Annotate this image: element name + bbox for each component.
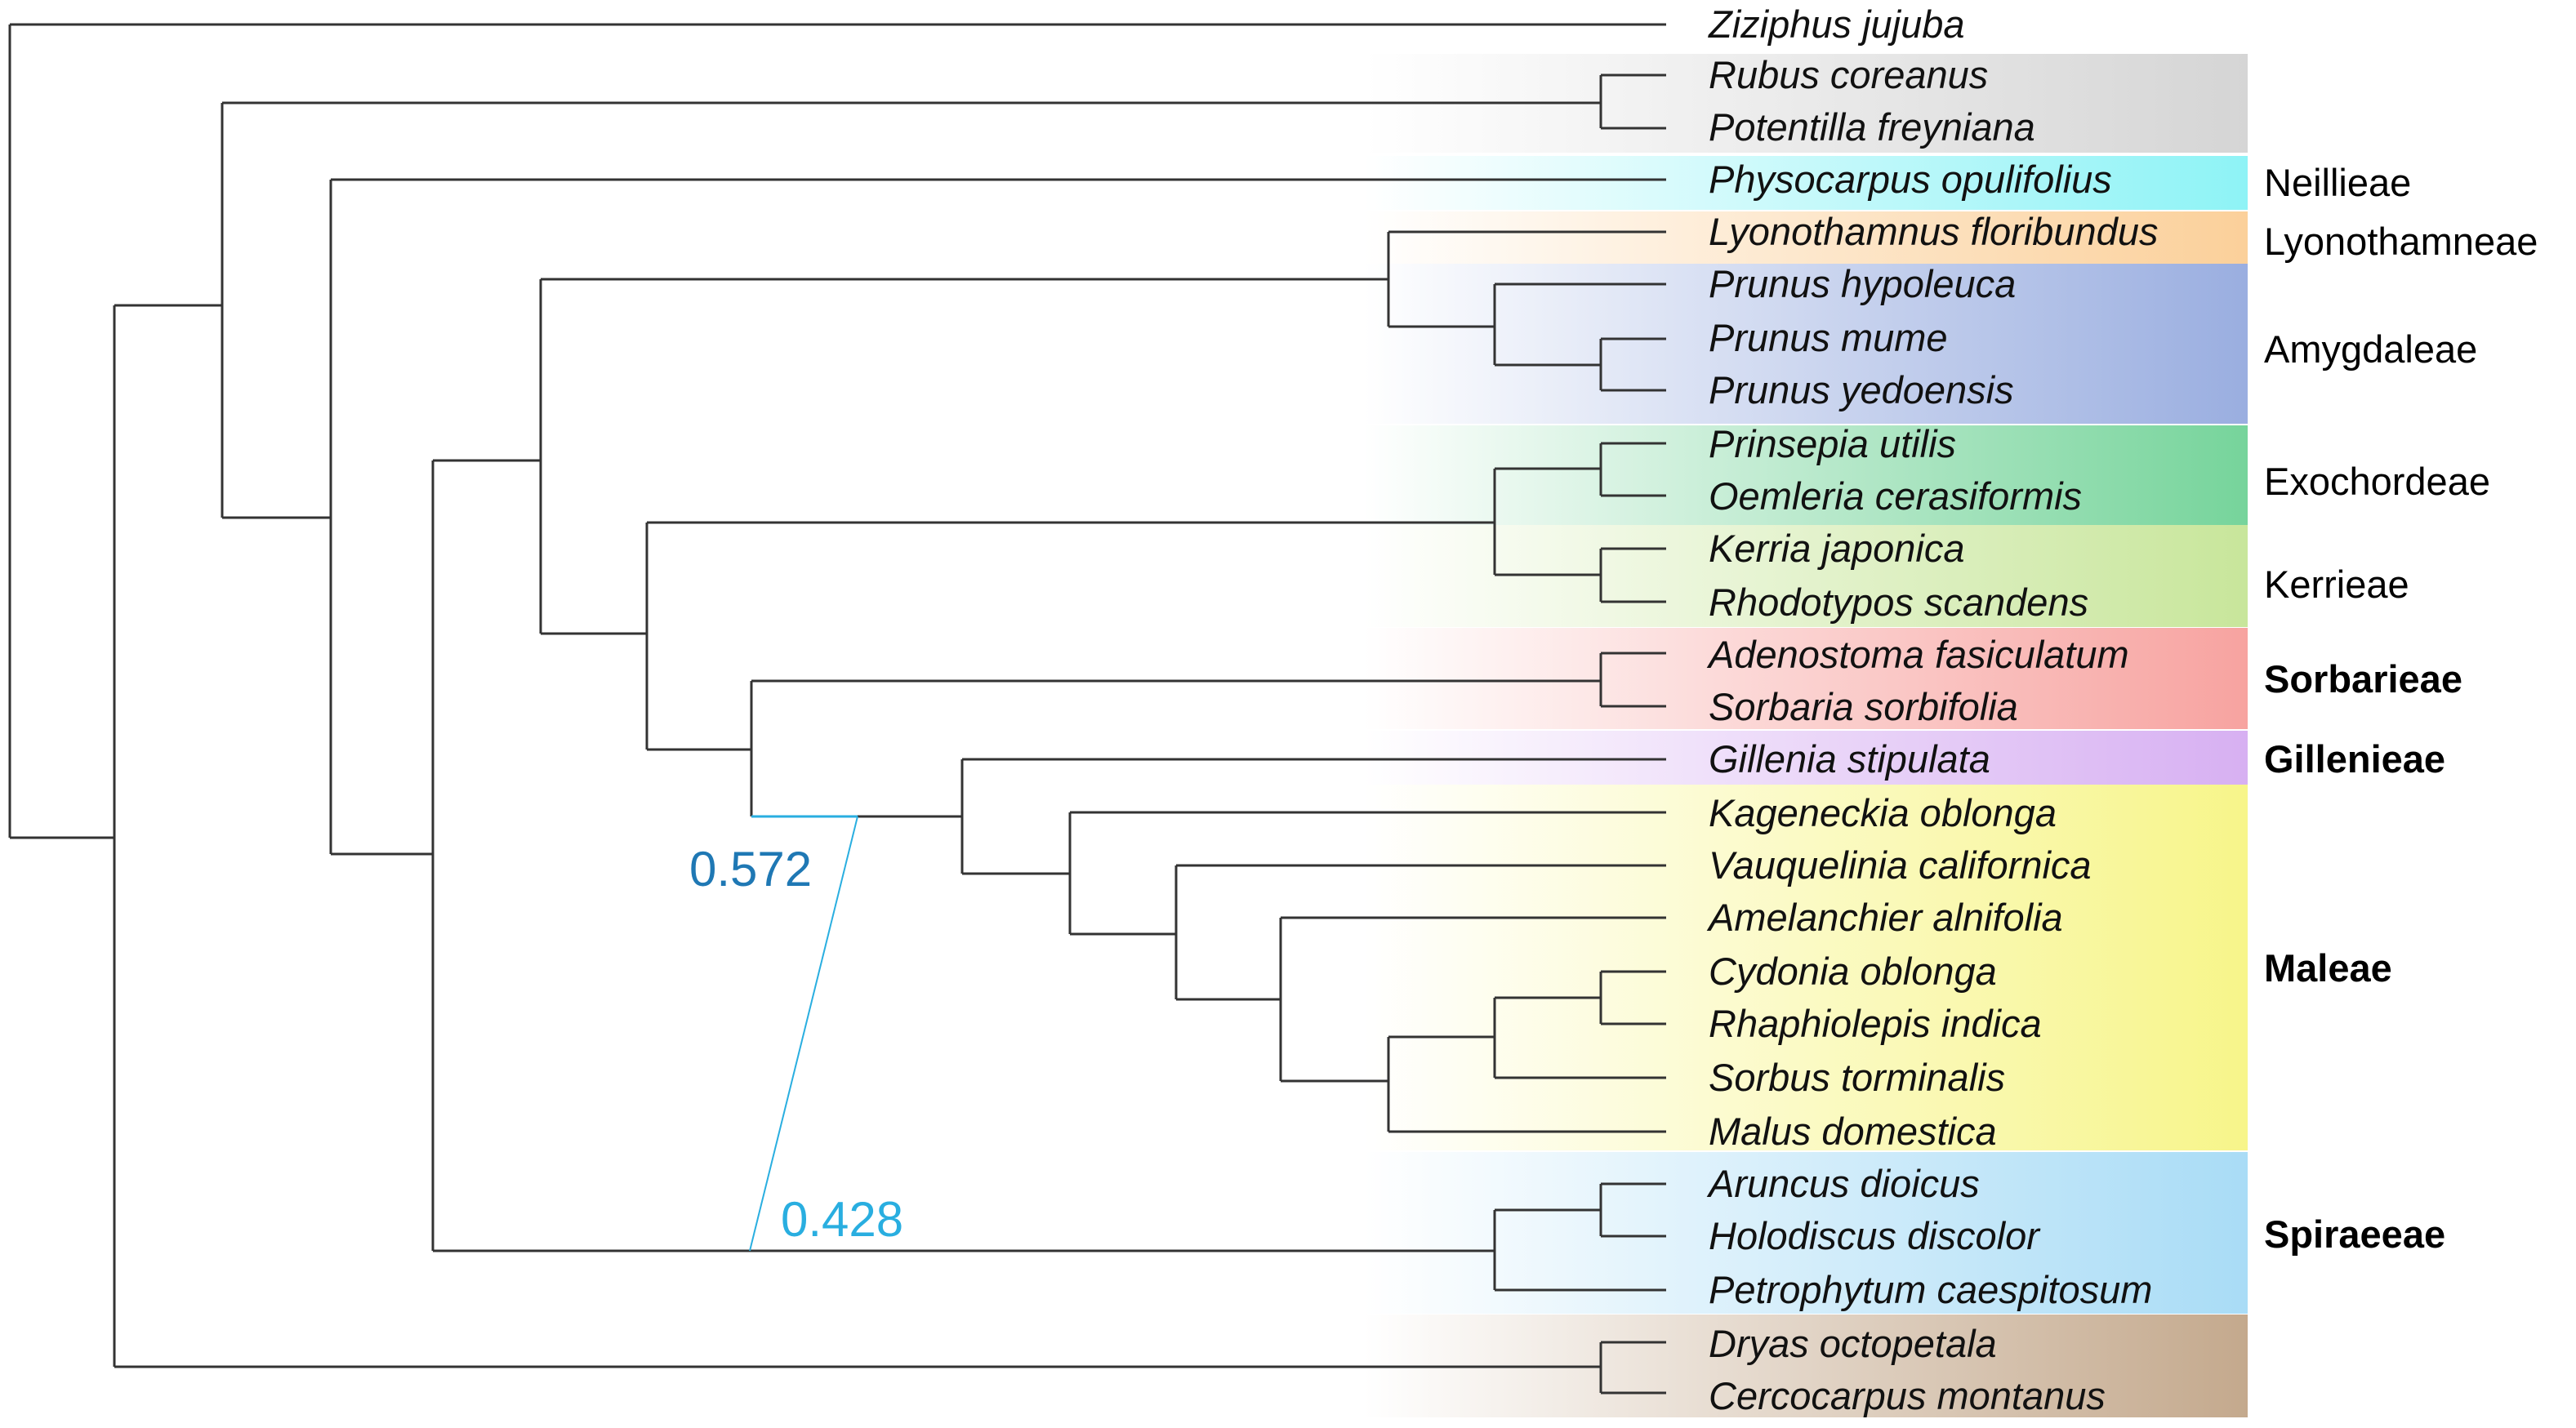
taxon-label: Vauquelinia californica	[1709, 843, 2092, 887]
clade-band-exochordeae	[1364, 425, 2248, 525]
tribe-label: Spiraeeae	[2264, 1212, 2445, 1256]
taxon-label: Prinsepia utilis	[1709, 422, 1956, 465]
taxon-label: Physocarpus opulifolius	[1709, 158, 2112, 201]
taxon-label: Lyonothamnus floribundus	[1709, 210, 2158, 253]
branch	[1601, 547, 1666, 603]
tribe-label: Maleae	[2264, 946, 2392, 990]
tribe-label: Gillenieae	[2264, 737, 2445, 781]
taxon-label: Kageneckia oblonga	[1709, 791, 2057, 834]
taxon-label: Rhodotypos scandens	[1709, 581, 2088, 624]
branch	[1176, 864, 1666, 1001]
tree-branches	[8, 23, 1666, 1395]
taxon-label: Amelanchier alnifolia	[1706, 896, 2063, 939]
taxon-label: Gillenia stipulata	[1709, 737, 1990, 781]
taxon-label: Adenostoma fasiculatum	[1706, 633, 2129, 676]
clade-band-amygdaleae	[1364, 264, 2248, 424]
clade-band-neillieae	[1364, 156, 2248, 210]
clade-bands	[1364, 54, 2248, 1417]
clade-band-spiraeeae	[1364, 1152, 2248, 1314]
support-value-upper: 0.572	[689, 842, 812, 896]
branch	[1601, 652, 1666, 708]
branch	[1070, 811, 1666, 936]
clade-band-gillenieae	[1364, 731, 2248, 785]
taxon-label: Rhaphiolepis indica	[1709, 1002, 2042, 1045]
taxon-labels: Ziziphus jujuba Rubus coreanus Potentill…	[1706, 2, 2158, 1417]
taxon-label: Dryas octopetala	[1709, 1322, 1997, 1365]
tribe-label: Neillieae	[2264, 161, 2411, 204]
taxon-label: Prunus yedoensis	[1709, 368, 2014, 411]
taxon-label: Ziziphus jujuba	[1708, 2, 1965, 46]
taxon-label: Aruncus dioicus	[1706, 1162, 1980, 1205]
tribe-label: Kerrieae	[2264, 563, 2409, 606]
clade-band-sorbarieae	[1364, 628, 2248, 729]
taxon-label: Sorbus torminalis	[1709, 1056, 2005, 1099]
branch	[1495, 996, 1666, 1079]
taxon-label: Cercocarpus montanus	[1709, 1374, 2106, 1417]
branch	[1601, 442, 1666, 497]
branch	[1281, 916, 1666, 1083]
taxon-label: Malus domestica	[1709, 1110, 1997, 1153]
branch	[1388, 230, 1666, 328]
tribe-label: Lyonothamneae	[2264, 220, 2538, 263]
branch	[1601, 970, 1666, 1025]
taxon-label: Kerria japonica	[1709, 527, 1965, 570]
branch	[1601, 337, 1666, 392]
tribe-label: Sorbarieae	[2264, 657, 2462, 701]
taxon-label: Sorbaria sorbifolia	[1709, 685, 2018, 728]
branch	[1388, 1035, 1666, 1133]
tribe-label: Amygdaleae	[2264, 327, 2477, 371]
tribe-label: Exochordeae	[2264, 460, 2490, 503]
taxon-label: Cydonia oblonga	[1709, 950, 1997, 993]
branch	[1495, 467, 1601, 576]
taxon-label: Prunus mume	[1709, 316, 1948, 359]
support-value-lower: 0.428	[781, 1192, 903, 1247]
branch	[1601, 1341, 1666, 1395]
clade-band-lyonothamneae	[1364, 211, 2248, 264]
branch	[1601, 1182, 1666, 1238]
taxon-label: Petrophytum caespitosum	[1709, 1268, 2152, 1311]
taxon-label: Oemleria cerasiformis	[1709, 474, 2082, 518]
taxon-label: Potentilla freyniana	[1709, 105, 2035, 149]
taxon-label: Holodiscus discolor	[1709, 1214, 2041, 1257]
tribe-labels: Neillieae Lyonothamneae Amygdaleae Exoch…	[2264, 161, 2538, 1256]
taxon-label: Rubus coreanus	[1709, 53, 1988, 96]
branch	[1495, 282, 1666, 367]
branch	[1601, 73, 1666, 130]
taxon-label: Prunus hypoleuca	[1709, 262, 2016, 305]
support-line-diagonal	[749, 816, 858, 1252]
branch	[1495, 1208, 1666, 1292]
clade-band-maleae	[1364, 785, 2248, 1150]
